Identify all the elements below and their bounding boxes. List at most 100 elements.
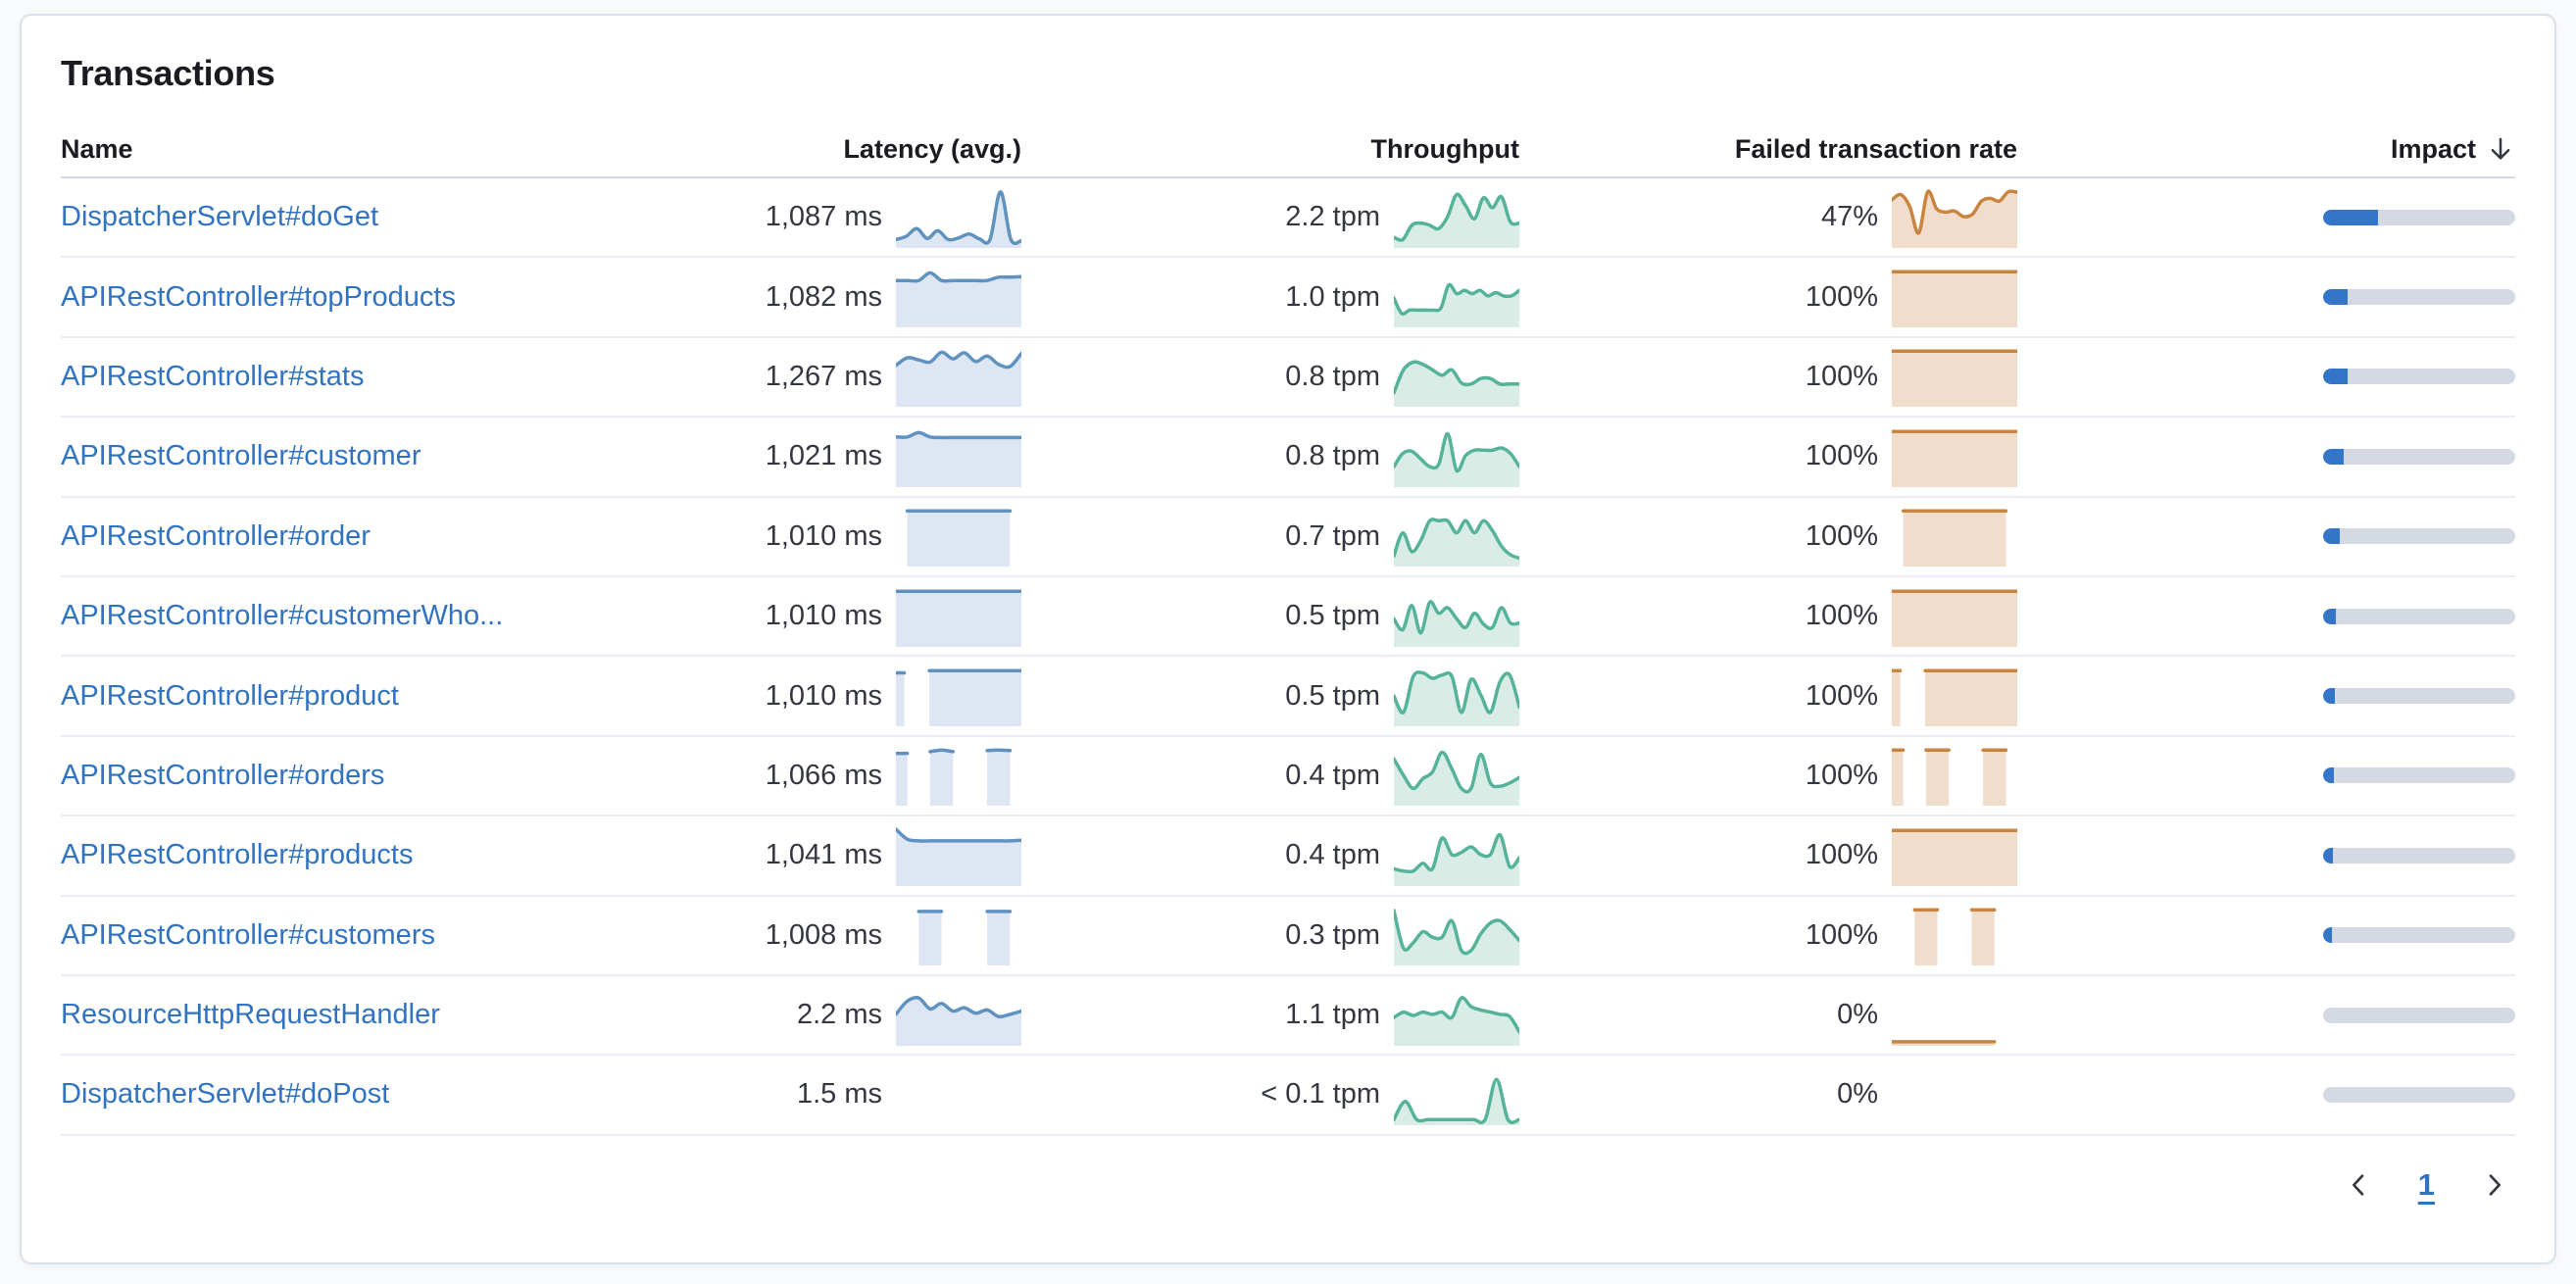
latency-value: 1,066 ms bbox=[765, 759, 882, 791]
throughput-sparkline bbox=[1394, 267, 1519, 328]
table-row: APIRestController#orders 1,066 ms 0.4 tp… bbox=[61, 737, 2515, 817]
latency-sparkline bbox=[896, 666, 1021, 727]
next-page-button[interactable] bbox=[2478, 1168, 2511, 1202]
table-row: APIRestController#stats 1,267 ms 0.8 tpm… bbox=[61, 338, 2515, 419]
latency-sparkline bbox=[896, 586, 1021, 647]
failed-rate-sparkline bbox=[1892, 187, 2017, 248]
impact-bar-fill bbox=[2323, 448, 2344, 465]
latency-value: 2.2 ms bbox=[796, 999, 882, 1031]
impact-bar bbox=[2323, 767, 2515, 784]
latency-sparkline bbox=[896, 267, 1021, 328]
table-row: DispatcherServlet#doPost 1.5 ms < 0.1 tp… bbox=[61, 1056, 2515, 1136]
table-row: DispatcherServlet#doGet 1,087 ms 2.2 tpm… bbox=[61, 178, 2515, 259]
failed-rate-value: 100% bbox=[1805, 280, 1878, 313]
failed-rate-value: 100% bbox=[1805, 759, 1878, 791]
failed-rate-value: 47% bbox=[1820, 201, 1878, 233]
failed-rate-value: 100% bbox=[1805, 918, 1878, 951]
column-header-throughput[interactable]: Throughput bbox=[1370, 133, 1519, 164]
transaction-link[interactable]: APIRestController#topProducts bbox=[61, 280, 456, 313]
panel-title: Transactions bbox=[61, 53, 275, 93]
column-header-latency[interactable]: Latency (avg.) bbox=[843, 133, 1021, 164]
failed-rate-sparkline bbox=[1892, 426, 2017, 487]
failed-rate-value: 100% bbox=[1805, 440, 1878, 472]
failed-rate-sparkline bbox=[1892, 586, 2017, 647]
impact-bar-fill bbox=[2323, 688, 2335, 705]
failed-rate-value: 100% bbox=[1805, 600, 1878, 632]
transaction-link[interactable]: DispatcherServlet#doPost bbox=[61, 1078, 390, 1111]
throughput-sparkline bbox=[1394, 985, 1519, 1046]
transaction-link[interactable]: APIRestController#orders bbox=[61, 759, 385, 791]
transaction-link[interactable]: APIRestController#customer bbox=[61, 440, 421, 472]
latency-sparkline bbox=[896, 905, 1021, 966]
transactions-table: Name Latency (avg.) Throughput Failed tr… bbox=[61, 122, 2515, 1136]
throughput-sparkline bbox=[1394, 586, 1519, 647]
failed-rate-value: 0% bbox=[1837, 999, 1878, 1031]
table-row: APIRestController#topProducts 1,082 ms 1… bbox=[61, 258, 2515, 338]
pagination: 1 bbox=[61, 1161, 2515, 1209]
latency-sparkline bbox=[896, 506, 1021, 568]
transaction-link[interactable]: DispatcherServlet#doGet bbox=[61, 201, 378, 233]
throughput-value: 0.4 tpm bbox=[1285, 839, 1380, 871]
throughput-value: 0.5 tpm bbox=[1285, 679, 1380, 712]
impact-bar bbox=[2323, 927, 2515, 944]
table-row: APIRestController#product 1,010 ms 0.5 t… bbox=[61, 657, 2515, 737]
column-header-failed-rate[interactable]: Failed transaction rate bbox=[1734, 133, 2017, 164]
transactions-panel: Transactions Name Latency (avg.) Through… bbox=[20, 14, 2556, 1264]
latency-value: 1,021 ms bbox=[765, 440, 882, 472]
throughput-sparkline bbox=[1394, 346, 1519, 408]
failed-rate-sparkline bbox=[1892, 905, 2017, 966]
throughput-sparkline bbox=[1394, 426, 1519, 487]
throughput-value: 0.4 tpm bbox=[1285, 759, 1380, 791]
page-number-1[interactable]: 1 bbox=[2417, 1166, 2435, 1202]
table-row: APIRestController#order 1,010 ms 0.7 tpm… bbox=[61, 498, 2515, 577]
transaction-link[interactable]: APIRestController#stats bbox=[61, 360, 365, 392]
impact-bar bbox=[2323, 688, 2515, 705]
transaction-link[interactable]: APIRestController#customers bbox=[61, 918, 435, 951]
table-body: DispatcherServlet#doGet 1,087 ms 2.2 tpm… bbox=[61, 178, 2515, 1136]
table-row: APIRestController#products 1,041 ms 0.4 … bbox=[61, 816, 2515, 897]
transaction-link[interactable]: ResourceHttpRequestHandler bbox=[61, 999, 440, 1031]
transaction-link[interactable]: APIRestController#product bbox=[61, 679, 399, 712]
latency-value: 1,010 ms bbox=[765, 519, 882, 552]
impact-bar bbox=[2323, 1086, 2515, 1103]
throughput-value: 0.3 tpm bbox=[1285, 918, 1380, 951]
latency-sparkline bbox=[896, 346, 1021, 408]
chevron-right-icon bbox=[2489, 1174, 2501, 1196]
previous-page-button[interactable] bbox=[2342, 1168, 2375, 1202]
sort-descending-arrow-icon bbox=[2491, 137, 2510, 160]
throughput-sparkline bbox=[1394, 187, 1519, 248]
throughput-sparkline bbox=[1394, 666, 1519, 727]
failed-rate-sparkline bbox=[1892, 985, 2017, 1046]
latency-sparkline bbox=[896, 426, 1021, 487]
failed-rate-sparkline bbox=[1892, 506, 2017, 568]
throughput-value: 0.5 tpm bbox=[1285, 600, 1380, 632]
latency-value: 1,010 ms bbox=[765, 679, 882, 712]
latency-value: 1,267 ms bbox=[765, 360, 882, 392]
throughput-sparkline bbox=[1394, 506, 1519, 568]
column-header-impact[interactable]: Impact bbox=[2017, 134, 2515, 165]
impact-bar-fill bbox=[2323, 369, 2348, 385]
impact-bar bbox=[2323, 289, 2515, 306]
transaction-link[interactable]: APIRestController#customerWho... bbox=[61, 600, 504, 632]
transaction-link[interactable]: APIRestController#order bbox=[61, 519, 371, 552]
impact-bar-fill bbox=[2323, 528, 2341, 545]
impact-bar-fill bbox=[2323, 847, 2333, 864]
failed-rate-sparkline bbox=[1892, 267, 2017, 328]
failed-rate-value: 100% bbox=[1805, 679, 1878, 712]
latency-value: 1,008 ms bbox=[765, 918, 882, 951]
impact-bar-fill bbox=[2323, 209, 2378, 225]
throughput-value: 0.8 tpm bbox=[1285, 360, 1380, 392]
failed-rate-value: 100% bbox=[1805, 360, 1878, 392]
impact-bar bbox=[2323, 369, 2515, 385]
throughput-sparkline bbox=[1394, 825, 1519, 886]
throughput-value: 1.0 tpm bbox=[1285, 280, 1380, 313]
impact-bar-fill bbox=[2323, 927, 2332, 944]
transaction-link[interactable]: APIRestController#products bbox=[61, 839, 414, 871]
chevron-left-icon bbox=[2352, 1174, 2364, 1196]
impact-bar bbox=[2323, 1007, 2515, 1023]
column-header-name[interactable]: Name bbox=[61, 133, 133, 164]
latency-sparkline bbox=[896, 825, 1021, 886]
failed-rate-value: 0% bbox=[1837, 1078, 1878, 1111]
latency-value: 1,041 ms bbox=[765, 839, 882, 871]
latency-value: 1,087 ms bbox=[765, 201, 882, 233]
